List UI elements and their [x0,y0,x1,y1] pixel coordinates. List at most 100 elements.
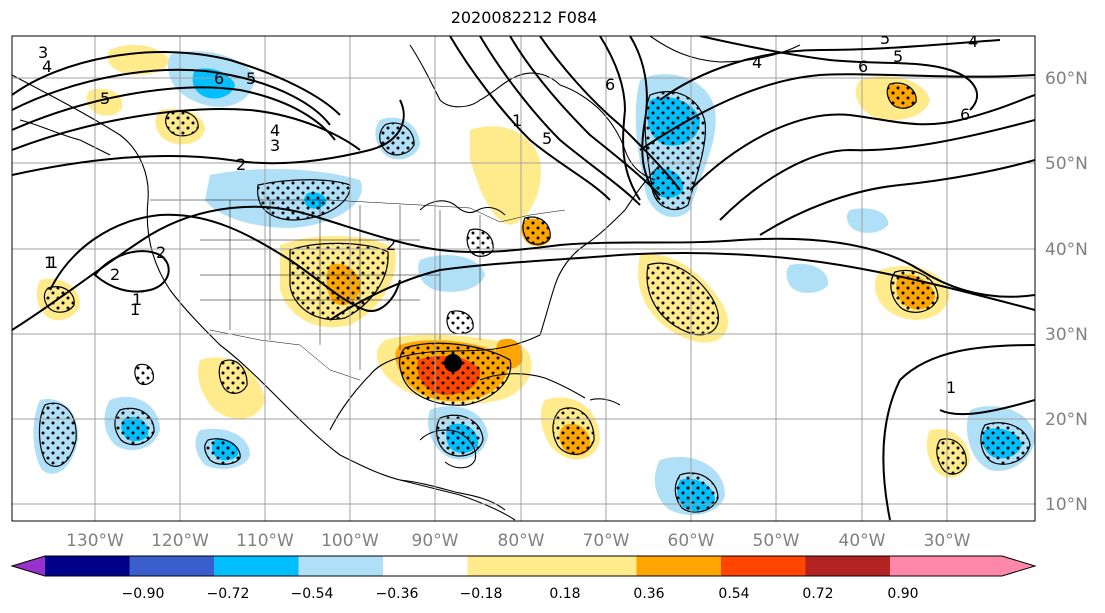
contour-line [12,68,331,126]
colorbar-tick-label: 0.54 [718,586,749,602]
stipple-region [936,438,967,475]
colorbar-extend-right [1002,556,1035,576]
contour-label: 5 [542,129,552,148]
stipple-region [436,414,484,457]
yucatan-coast [419,429,477,469]
stipple-region [980,422,1031,465]
contour-label: 6 [858,57,868,76]
map-title: 2020082212 F084 [450,8,598,27]
significance-stippling [38,82,1031,513]
stipple-region [674,472,719,513]
contour-line [509,36,661,196]
contour-line [12,205,1035,331]
map-frame [11,35,1036,522]
colorbar-segment [383,556,468,576]
contour-label: 1 [48,253,58,272]
contour-line [689,94,1035,191]
contour-labels: 3 4 5 6 5 4 3 2 2 1 1 1 2 2 1 5 6 4 6 5 … [38,29,978,397]
colorbar-segment [129,556,214,576]
negative-anomaly-area [786,263,829,293]
lat-label: 10°N [1045,495,1088,515]
contour-line [699,36,979,111]
colorbar-segment [467,556,637,576]
lon-label: 50°W [753,531,800,551]
colorbar-tick-label: 0.72 [802,586,833,602]
lat-label: 60°N [1045,69,1088,89]
contour-line [759,159,1035,236]
central-america-coast [399,479,506,511]
stipple-region [398,342,512,406]
colorbar-tick-label: 0.90 [887,586,918,602]
lon-label: 30°W [924,531,971,551]
colorbar-tick-label: 0.36 [633,586,664,602]
colorbar-segment [636,556,721,576]
labrador-coast [559,84,656,181]
contour-line [882,344,1035,521]
contour-line [49,213,401,312]
colorbar: −0.90 −0.72 −0.54 −0.36 −0.18 0.18 0.36 … [10,555,1037,602]
contour-line [599,36,641,201]
colorbar-tick-label: 0.18 [549,586,580,602]
contour-line [12,99,405,176]
colorbar-segment [45,556,130,576]
lon-label: 70°W [583,531,630,551]
lon-label: 110°W [236,531,294,551]
lat-label: 20°N [1045,410,1088,430]
contour-label: 6 [214,69,224,88]
cuba-coast [479,373,586,399]
stipple-region [644,91,707,210]
contour-label: 1 [132,290,142,309]
contour-label: 6 [960,105,970,124]
north-america-west-coast [12,74,516,521]
contour-label: 4 [968,32,978,51]
contour-label: 3 [38,43,48,62]
alaska-islands [19,119,111,156]
contour-label: 1 [946,378,956,397]
stipple-region [886,82,917,109]
stipple-region [379,122,415,156]
contour-line [329,252,1035,321]
contour-label: 6 [605,75,615,94]
graticule [12,36,1035,521]
contour-label: 2 [386,235,396,254]
storm-location-marker [444,354,462,372]
colorbar-tick-label: −0.36 [376,586,419,602]
lon-label: 60°W [668,531,715,551]
contour-label: 2 [156,243,166,262]
map-area: 3 4 5 6 5 4 3 2 2 1 1 1 2 2 1 5 6 4 6 5 … [12,29,1035,521]
colorbar-segment [298,556,383,576]
negative-anomaly-area [192,68,235,99]
stipple-region [134,363,154,386]
contour-line [449,36,611,201]
contour-line [93,250,170,293]
contour-label: 2 [236,155,246,174]
negative-anomaly-area [846,208,889,233]
stipple-region [165,110,199,137]
contour-line [659,39,1001,101]
contour-label: 4 [270,121,280,140]
latitude-labels: 60°N 50°N 40°N 30°N 20°N 10°N [1045,69,1088,515]
lon-label: 40°W [839,531,886,551]
us-mexico-border [209,329,361,381]
colorbar-tick-label: −0.18 [460,586,503,602]
contour-label: 1 [512,111,522,130]
lat-label: 50°N [1045,154,1088,174]
us-canada-border [150,199,566,223]
contour-line [539,36,681,191]
lat-label: 30°N [1045,325,1088,345]
longitude-labels: 130°W 120°W 110°W 100°W 90°W 80°W 70°W 6… [66,531,971,551]
state-lines [200,200,481,370]
hudson-bay-coast [409,44,561,108]
colorbar-segment [890,556,1002,576]
contour-label: 4 [752,53,762,72]
lon-label: 130°W [66,531,124,551]
lon-label: 80°W [498,531,545,551]
contour-label: 2 [110,265,120,284]
contour-label: 5 [246,69,256,88]
stipple-region [204,438,241,465]
stipple-region [552,407,595,455]
contour-label: 5 [880,29,890,48]
coastlines [12,36,801,521]
stipple-region [522,216,551,245]
